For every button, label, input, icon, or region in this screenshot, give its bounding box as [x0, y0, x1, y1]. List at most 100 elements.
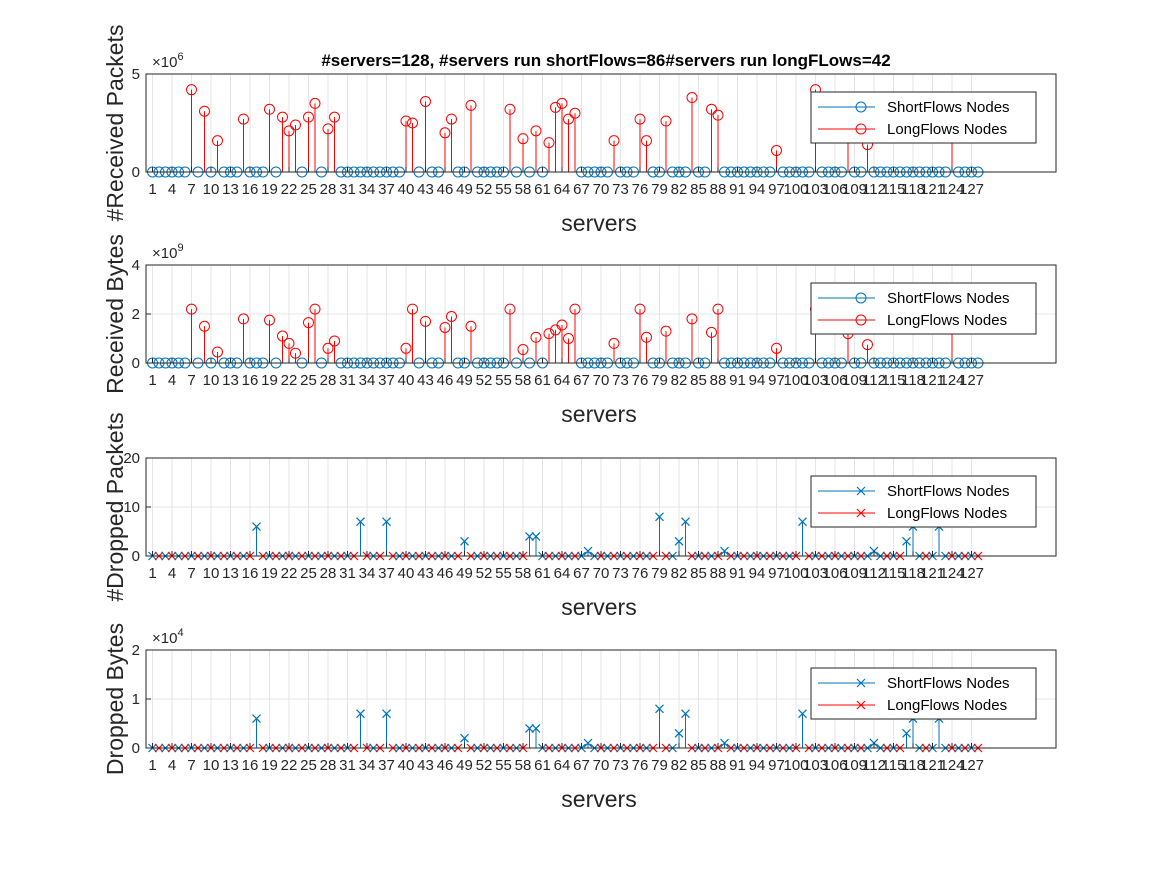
data-point — [771, 144, 782, 156]
data-point — [712, 303, 724, 315]
x-tick-label: 88 — [710, 757, 727, 774]
x-tick-label: 16 — [242, 565, 259, 582]
data-point — [569, 303, 581, 315]
x-tick-label: 94 — [749, 372, 766, 389]
data-point — [686, 313, 698, 325]
data-point — [902, 536, 911, 546]
x-tick-label: 46 — [437, 372, 454, 389]
x-axis-label: servers — [561, 786, 636, 812]
x-tick-label: 10 — [203, 565, 220, 582]
x-tick-label: 127 — [959, 757, 984, 774]
y-axis-label: #Dropped Packets — [102, 412, 128, 601]
data-point — [252, 522, 261, 532]
x-tick-label: 127 — [959, 181, 984, 198]
subplots: 1 4 7 10 13 16 19 22 25 28 31 34 37 40 43 46 49 52 55 58 61 6… — [102, 25, 1057, 812]
data-point — [329, 335, 340, 347]
x-tick-label: 106 — [822, 181, 847, 198]
x-tick-label: 49 — [456, 565, 473, 582]
data-point — [641, 331, 652, 343]
data-point — [556, 97, 568, 109]
data-point — [283, 125, 295, 137]
x-tick-label: 58 — [515, 181, 532, 198]
legend-label: ShortFlows Nodes — [887, 290, 1010, 307]
y-tick-label: 10 — [123, 499, 140, 516]
x-tick-label: 118 — [901, 181, 925, 198]
x-tick-label: 82 — [671, 757, 688, 774]
x-tick-label: 67 — [573, 372, 590, 389]
x-tick-label: 40 — [398, 372, 415, 389]
x-tick-label: 91 — [729, 372, 746, 389]
y-tick-label: 5 — [132, 66, 140, 83]
x-tick-label: 79 — [651, 757, 668, 774]
x-tick-label: 124 — [939, 372, 964, 389]
data-point — [322, 123, 334, 135]
data-point — [238, 313, 249, 325]
y-axis-label: #Received Packets — [102, 25, 128, 222]
legend-label: ShortFlows Nodes — [887, 675, 1010, 692]
data-point — [290, 347, 301, 359]
legend-label: LongFlows Nodes — [887, 121, 1007, 138]
x-tick-label: 124 — [939, 565, 964, 582]
exponent-label: ×106 — [152, 51, 184, 71]
x-tick-label: 79 — [651, 181, 668, 198]
x-tick-label: 85 — [690, 181, 707, 198]
data-point — [465, 99, 477, 111]
x-tick-label: 4 — [168, 181, 176, 198]
x-tick-label: 31 — [339, 181, 356, 198]
x-tick-label: 70 — [593, 757, 610, 774]
x-tick-label: 70 — [593, 372, 610, 389]
x-tick-label: 97 — [768, 372, 785, 389]
x-tick-label: 1 — [148, 565, 156, 582]
y-tick-label: 4 — [132, 257, 140, 274]
x-tick-label: 61 — [534, 181, 551, 198]
x-tick-label: 34 — [359, 181, 376, 198]
x-tick-label: 46 — [437, 565, 454, 582]
x-tick-label: 40 — [398, 565, 415, 582]
data-point — [655, 704, 664, 714]
y-tick-label: 0 — [132, 355, 140, 372]
data-point — [439, 127, 451, 139]
x-tick-label: 49 — [456, 757, 473, 774]
x-tick-label: 118 — [901, 757, 925, 774]
x-tick-label: 112 — [862, 372, 886, 389]
x-tick-label: 121 — [920, 565, 945, 582]
x-tick-label: 25 — [300, 181, 317, 198]
x-tick-label: 79 — [651, 565, 668, 582]
x-tick-label: 64 — [554, 372, 571, 389]
exponent-power: 4 — [177, 627, 183, 639]
x-tick-label: 118 — [901, 565, 925, 582]
x-tick-label: 7 — [187, 757, 195, 774]
data-point — [252, 714, 261, 724]
y-tick-label: 0 — [132, 164, 140, 181]
data-point — [720, 546, 729, 556]
legend-marker — [856, 486, 866, 496]
data-point — [608, 337, 620, 349]
data-point — [400, 115, 412, 127]
data-point — [798, 517, 807, 527]
x-tick-label: 76 — [632, 181, 649, 198]
x-tick-label: 7 — [187, 372, 195, 389]
data-point — [446, 310, 457, 322]
x-tick-label: 106 — [822, 565, 847, 582]
data-point — [303, 317, 314, 329]
data-point — [686, 92, 698, 104]
x-tick-label: 115 — [882, 757, 906, 774]
data-point — [530, 331, 542, 343]
data-point — [186, 303, 197, 315]
data-point — [530, 125, 542, 137]
legend-marker — [855, 101, 867, 113]
x-tick-label: 91 — [729, 181, 746, 198]
y-tick-label: 2 — [132, 642, 140, 659]
data-point — [460, 733, 469, 743]
data-point — [277, 111, 288, 123]
x-tick-label: 121 — [920, 757, 945, 774]
x-tick-label: 13 — [222, 372, 239, 389]
x-tick-label: 58 — [515, 372, 532, 389]
legend: ShortFlows Nodes LongFlows Nodes — [810, 667, 1037, 720]
legend-box — [810, 667, 1037, 720]
legend-marker — [855, 314, 867, 326]
data-point — [525, 723, 534, 733]
y-tick-label: 0 — [132, 548, 140, 565]
x-tick-label: 7 — [187, 181, 195, 198]
x-tick-label: 76 — [632, 372, 649, 389]
